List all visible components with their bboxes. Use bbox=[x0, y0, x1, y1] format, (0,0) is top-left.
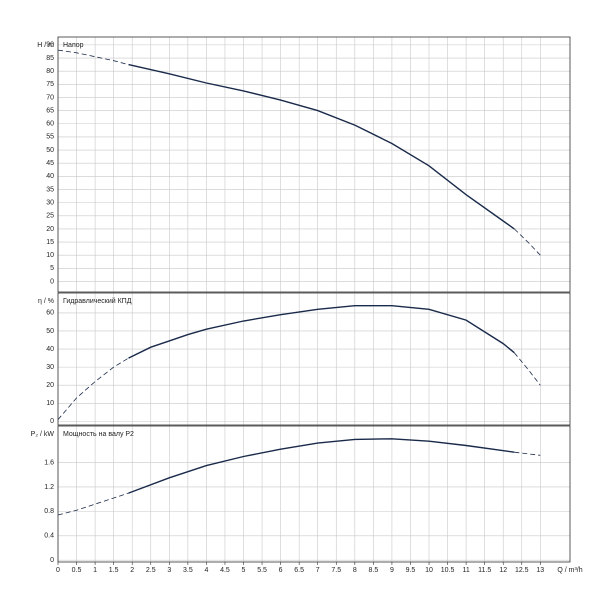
x-tick-label: 12 bbox=[499, 567, 507, 574]
curve bbox=[514, 228, 541, 256]
x-tick-label: 7.5 bbox=[331, 567, 341, 574]
y-tick-label: 0 bbox=[50, 557, 54, 564]
x-tick-label: 2 bbox=[130, 567, 134, 574]
x-tick-label: 1.5 bbox=[109, 567, 119, 574]
x-tick-label: 9 bbox=[390, 567, 394, 574]
y-tick-label: 5 bbox=[50, 265, 54, 272]
y-tick-label: 30 bbox=[46, 199, 54, 206]
y-tick-label: 1.2 bbox=[44, 484, 54, 491]
x-tick-label: 4 bbox=[204, 567, 208, 574]
y-tick-label: 65 bbox=[46, 107, 54, 114]
plot-frame bbox=[57, 425, 571, 563]
x-tick-label: 11 bbox=[462, 567, 469, 574]
x-tick-label: 3 bbox=[167, 567, 171, 574]
y-tick-label: 20 bbox=[46, 226, 54, 233]
y-tick-label: 0 bbox=[50, 418, 54, 425]
x-axis-label: Q / m³/h bbox=[557, 567, 582, 574]
panel-title: Гидравлический КПД bbox=[63, 297, 132, 305]
curve bbox=[57, 357, 129, 420]
x-tick-label: 10 bbox=[425, 567, 433, 574]
y-tick-label: 0 bbox=[50, 278, 54, 285]
y-tick-label: 0.4 bbox=[44, 533, 54, 540]
y-axis-label: P₂ / kW bbox=[31, 431, 55, 438]
y-axis-label: H / m bbox=[37, 42, 54, 49]
y-tick-label: 60 bbox=[46, 121, 54, 128]
x-tick-label: 9.5 bbox=[406, 567, 416, 574]
y-tick-label: 45 bbox=[46, 160, 54, 167]
x-tick-label: 5.5 bbox=[257, 567, 267, 574]
plot-frame bbox=[57, 36, 571, 293]
curve bbox=[57, 49, 129, 65]
x-tick-label: 2.5 bbox=[146, 567, 156, 574]
curve bbox=[57, 492, 129, 516]
panel-title: Напор bbox=[63, 42, 84, 49]
y-tick-label: 1.6 bbox=[44, 459, 54, 466]
y-tick-label: 30 bbox=[46, 364, 54, 371]
x-tick-label: 8.5 bbox=[368, 567, 378, 574]
y-tick-label: 50 bbox=[46, 328, 54, 335]
x-tick-label: 8 bbox=[353, 567, 357, 574]
x-tick-label: 6.5 bbox=[294, 567, 304, 574]
y-axis-label: η / % bbox=[38, 298, 54, 305]
x-tick-label: 4.5 bbox=[220, 567, 230, 574]
curve bbox=[128, 305, 515, 359]
curve bbox=[514, 451, 541, 456]
curve bbox=[513, 352, 541, 386]
y-tick-label: 90 bbox=[46, 42, 54, 49]
y-tick-label: 20 bbox=[46, 382, 54, 389]
y-tick-label: 10 bbox=[46, 400, 54, 407]
y-tick-label: 0.8 bbox=[44, 508, 54, 515]
curve bbox=[128, 63, 515, 230]
y-tick-label: 15 bbox=[46, 239, 54, 246]
y-tick-label: 75 bbox=[46, 81, 54, 88]
x-tick-label: 6 bbox=[279, 567, 283, 574]
y-tick-label: 10 bbox=[46, 252, 54, 259]
x-tick-label: 10.5 bbox=[441, 567, 455, 574]
x-tick-label: 1 bbox=[93, 567, 97, 574]
y-tick-label: 40 bbox=[46, 346, 54, 353]
x-tick-label: 3.5 bbox=[183, 567, 193, 574]
y-tick-label: 50 bbox=[46, 147, 54, 154]
y-tick-label: 55 bbox=[46, 134, 54, 141]
y-tick-label: 80 bbox=[46, 68, 54, 75]
x-tick-label: 0 bbox=[56, 567, 60, 574]
curve bbox=[128, 438, 515, 494]
y-tick-label: 40 bbox=[46, 173, 54, 180]
x-tick-label: 13 bbox=[536, 567, 544, 574]
y-tick-label: 35 bbox=[46, 186, 54, 193]
plot-frame bbox=[57, 292, 571, 426]
y-tick-label: 25 bbox=[46, 213, 54, 220]
x-tick-label: 0.5 bbox=[72, 567, 82, 574]
x-tick-label: 7 bbox=[316, 567, 320, 574]
y-tick-label: 70 bbox=[46, 94, 54, 101]
x-tick-label: 5 bbox=[242, 567, 246, 574]
x-tick-label: 12.5 bbox=[515, 567, 529, 574]
panel-title: Мощность на валу P2 bbox=[63, 431, 134, 438]
x-tick-label: 11.5 bbox=[478, 567, 491, 574]
y-tick-label: 85 bbox=[46, 55, 54, 62]
y-tick-label: 60 bbox=[46, 310, 54, 317]
